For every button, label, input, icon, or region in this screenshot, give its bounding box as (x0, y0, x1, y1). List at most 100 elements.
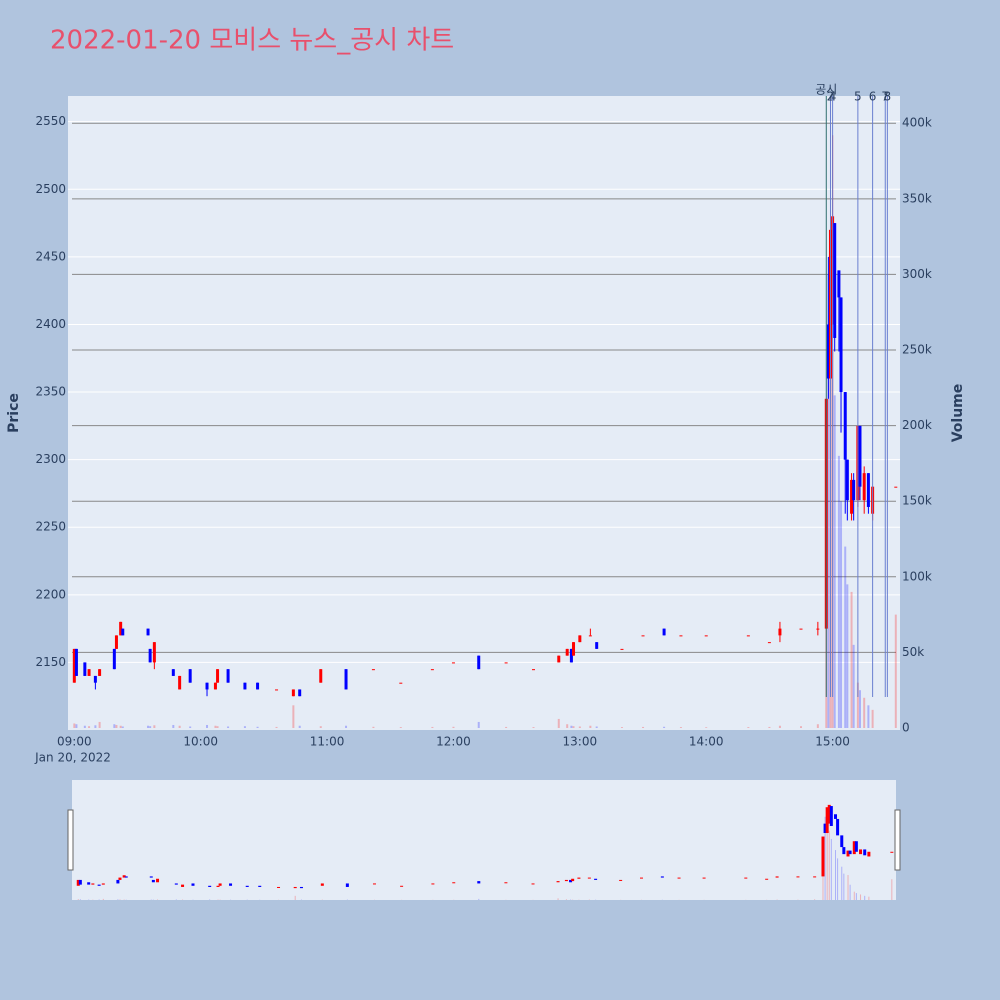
candle-body (778, 628, 782, 636)
mini-volume-bar (557, 898, 559, 900)
mini-candle (677, 877, 681, 879)
candle-body (146, 628, 150, 636)
volume-bar (850, 591, 853, 728)
mini-candle (504, 882, 508, 884)
candle-body (171, 669, 175, 676)
candle-body (845, 459, 849, 501)
mini-candle (571, 878, 575, 882)
y-tick-label: 2200 (35, 587, 66, 601)
volume-bar (852, 644, 855, 728)
mini-volume-bar (814, 899, 816, 900)
volume-bar (570, 725, 573, 728)
mini-candle (452, 882, 456, 884)
volume-bar (189, 726, 192, 728)
volume-bar (431, 726, 434, 728)
y-tick-label: 2350 (35, 385, 66, 399)
candle-body (291, 689, 295, 697)
mini-candle (181, 884, 185, 887)
volume-bar (578, 726, 581, 728)
volume-bar (800, 726, 803, 728)
candle-body (74, 648, 78, 676)
candle-body (119, 621, 123, 636)
x-tick-label: 15:00 (815, 735, 850, 749)
volume-bar (147, 725, 150, 728)
x-tick-label: 09:00 (57, 735, 92, 749)
x-tick-label: 11:00 (310, 735, 345, 749)
mini-candle (842, 847, 846, 855)
volume-bar (452, 726, 455, 728)
mini-candle (101, 883, 105, 885)
volume-bar (778, 725, 781, 728)
event-label: 공시 (815, 83, 837, 97)
range-handle[interactable] (67, 809, 74, 871)
volume-bar (345, 725, 348, 728)
mini-candle (821, 836, 825, 877)
volume-bar (856, 682, 859, 728)
mini-candle (702, 877, 706, 879)
candle-body (256, 682, 260, 690)
x-tick-label: 12:00 (436, 735, 471, 749)
mini-volume-bar (855, 893, 857, 900)
y-axis-title: Price (6, 393, 22, 433)
y-tick-label: 2150 (35, 655, 66, 669)
mini-candle (372, 883, 376, 885)
volume-bar (816, 724, 819, 728)
mini-candle (823, 823, 827, 834)
chart-title: 2022-01-20 모비스 뉴스_공시 차트 (50, 26, 454, 56)
candle-body (188, 669, 192, 683)
mini-candle (299, 886, 303, 889)
candle-body (112, 648, 116, 670)
volume-bar (372, 726, 375, 728)
volume-bar (833, 395, 836, 728)
candle-body (833, 223, 837, 338)
candle-body (679, 635, 683, 637)
volume-bar (292, 705, 295, 728)
candle-body (569, 648, 573, 663)
event-label: 5 (854, 90, 862, 104)
range-handle[interactable] (894, 809, 901, 871)
volume-bar (620, 727, 623, 728)
mini-volume-bar (853, 891, 855, 900)
mini-candle (293, 886, 297, 889)
candle-body (862, 473, 866, 501)
candle-body (205, 682, 209, 690)
volume-bar (477, 721, 480, 728)
volume-bar (73, 723, 76, 728)
y2-tick-label: 300k (902, 267, 932, 281)
mini-candle (867, 851, 871, 857)
mini-candle (827, 804, 831, 824)
mini-volume-bar (837, 858, 839, 900)
mini-candle (431, 883, 435, 885)
candle-body (578, 635, 582, 643)
volume-bar (178, 725, 181, 728)
volume-bar (214, 725, 217, 728)
y2-tick-label: 50k (902, 645, 924, 659)
x-tick-label: 13:00 (563, 735, 598, 749)
range-slider[interactable] (72, 780, 896, 900)
candle-body (746, 635, 750, 637)
mini-volume-bar (565, 899, 567, 900)
mini-candle (775, 876, 779, 878)
mini-candle (218, 883, 222, 886)
mini-volume-bar (843, 873, 845, 900)
event-label: 4 (829, 90, 837, 104)
mini-candle (320, 883, 324, 886)
mini-candle (78, 879, 82, 885)
candle-body (399, 682, 403, 684)
mini-candle (156, 878, 160, 883)
mini-volume-bar (824, 816, 826, 900)
volume-bar (858, 690, 861, 728)
mini-volume-bar (294, 895, 296, 900)
mini-candle (829, 806, 833, 826)
x-tick-label: 10:00 (183, 735, 218, 749)
volume-bar (867, 705, 870, 728)
volume-bar (275, 726, 278, 728)
candle-body (641, 635, 645, 637)
mini-candle (477, 881, 481, 884)
candle-body (826, 324, 830, 379)
mini-volume-bar (77, 899, 79, 900)
volume-bar (663, 726, 666, 728)
volume-bar (837, 455, 840, 728)
volume-bar (75, 724, 78, 728)
volume-bar (768, 726, 771, 728)
